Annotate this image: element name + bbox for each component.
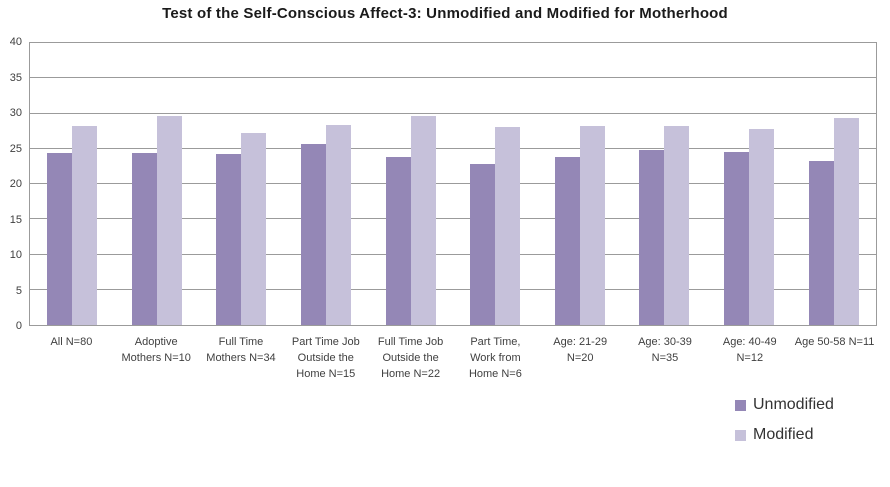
bar-modified <box>833 117 859 325</box>
gridline <box>30 253 876 255</box>
bar-group <box>30 43 115 325</box>
gridline <box>30 183 876 184</box>
gridline <box>30 77 876 79</box>
bar-unmodified <box>554 157 580 325</box>
bar-unmodified <box>216 154 242 325</box>
legend-label-unmodified: Unmodified <box>753 396 834 413</box>
bar-unmodified <box>724 151 750 325</box>
bar-group <box>453 43 538 325</box>
y-axis-tick-label: 20 <box>9 178 22 190</box>
y-axis-tick-label: 0 <box>15 320 22 332</box>
legend-swatch-unmodified-icon <box>735 399 746 411</box>
bar-unmodified <box>808 161 834 325</box>
x-axis-category-label: All N=80 <box>50 336 93 348</box>
legend-swatch-modified-icon <box>735 429 746 441</box>
bar-modified <box>749 129 775 325</box>
bar-modified <box>326 124 352 325</box>
x-axis-category-label: Age: 30-39 N=35 <box>638 336 692 364</box>
x-axis-category-label: Full Time Mothers N=34 <box>206 336 276 364</box>
bar-modified <box>664 125 690 325</box>
gridline <box>30 288 876 290</box>
y-axis-tick-label: 10 <box>9 249 22 261</box>
gridline <box>30 218 876 220</box>
chart-title: Test of the Self-Conscious Affect-3: Unm… <box>162 5 728 22</box>
bar-unmodified <box>385 157 411 325</box>
x-axis-category-label: Age: 21-29 N=20 <box>553 336 608 364</box>
y-axis-tick-label: 35 <box>9 71 22 84</box>
bar-group <box>622 43 707 325</box>
legend-item-modified: Modified <box>735 425 834 445</box>
bar-group <box>538 43 623 325</box>
bar-modified <box>495 126 521 325</box>
legend-item-unmodified: Unmodified <box>735 395 834 415</box>
legend: Unmodified Modified <box>735 395 834 455</box>
y-axis-tick-label: 30 <box>9 107 22 119</box>
bar-modified <box>72 126 98 325</box>
bar-unmodified <box>131 152 157 325</box>
x-axis-category-label: Part Time Job Outside the Home N=15 <box>291 336 360 380</box>
x-axis-category-label: Age 50-58 N=11 <box>794 336 875 348</box>
y-axis-tick-label: 40 <box>9 36 22 48</box>
bar-modified <box>156 116 182 325</box>
plot-area <box>29 42 877 326</box>
bar-modified <box>241 132 267 325</box>
bar-modified <box>579 126 605 325</box>
gridline <box>30 112 876 114</box>
x-axis: All N=80 Adoptive Mothers N=10 Full Time M… <box>29 334 877 382</box>
bar-unmodified <box>639 150 665 325</box>
bar-group <box>199 43 284 325</box>
bar-unmodified <box>301 143 327 325</box>
bar-group <box>368 43 453 325</box>
bar-modified <box>410 115 436 325</box>
gridline <box>30 147 876 149</box>
bar-group <box>791 43 876 325</box>
x-axis-category-label: Age: 40-49 N=12 <box>722 336 777 364</box>
y-axis-tick-label: 25 <box>9 142 22 155</box>
bar-group <box>284 43 369 325</box>
y-axis-tick-label: 15 <box>9 213 22 226</box>
x-axis-category-label: Adoptive Mothers N=10 <box>121 336 191 364</box>
bar-group <box>115 43 200 325</box>
x-axis-category-label: Part Time, Work from Home N=6 <box>468 336 522 380</box>
bar-unmodified <box>470 163 496 325</box>
legend-label-modified: Modified <box>753 426 814 443</box>
y-axis: 0 5 10 15 20 25 30 35 40 <box>0 36 25 332</box>
bar-group <box>707 43 792 325</box>
y-axis-tick-label: 5 <box>15 284 22 297</box>
x-axis-category-label: Full Time Job Outside the Home N=22 <box>377 336 444 380</box>
bar-unmodified <box>47 152 73 325</box>
